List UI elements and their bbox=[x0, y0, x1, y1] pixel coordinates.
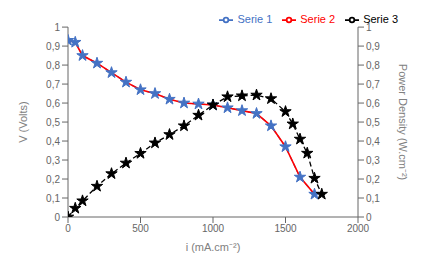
svg-text:0,3: 0,3 bbox=[46, 155, 60, 166]
svg-text:1500: 1500 bbox=[274, 223, 297, 234]
svg-text:1: 1 bbox=[54, 22, 60, 33]
svg-text:0,5: 0,5 bbox=[366, 117, 380, 128]
svg-text:0,6: 0,6 bbox=[366, 98, 380, 109]
svg-text:0: 0 bbox=[366, 212, 372, 223]
html-text:Serie 3: Serie 3 bbox=[363, 13, 398, 25]
svg-text:i (mA.cm⁻²): i (mA.cm⁻²) bbox=[186, 241, 241, 253]
svg-text:0: 0 bbox=[54, 212, 60, 223]
svg-text:0,8: 0,8 bbox=[366, 60, 380, 71]
svg-text:Power Density (W.cm⁻²): Power Density (W.cm⁻²) bbox=[397, 64, 409, 180]
svg-text:1000: 1000 bbox=[202, 223, 225, 234]
svg-text:0,5: 0,5 bbox=[46, 117, 60, 128]
svg-text:0,4: 0,4 bbox=[366, 136, 380, 147]
svg-text:0,1: 0,1 bbox=[366, 193, 380, 204]
svg-text:0,1: 0,1 bbox=[46, 193, 60, 204]
svg-text:0,4: 0,4 bbox=[46, 136, 60, 147]
svg-text:500: 500 bbox=[132, 223, 149, 234]
svg-text:0,7: 0,7 bbox=[366, 79, 380, 90]
html-text:Serie 1: Serie 1 bbox=[237, 13, 273, 25]
svg-text:2000: 2000 bbox=[347, 223, 370, 234]
svg-text:0: 0 bbox=[65, 223, 71, 234]
svg-text:1: 1 bbox=[366, 22, 372, 33]
svg-text:0,3: 0,3 bbox=[366, 155, 380, 166]
svg-text:0,2: 0,2 bbox=[366, 174, 380, 185]
svg-text:0,9: 0,9 bbox=[46, 41, 60, 52]
svg-text:0,9: 0,9 bbox=[366, 41, 380, 52]
svg-text:0,8: 0,8 bbox=[46, 60, 60, 71]
svg-text:V (Volts): V (Volts) bbox=[17, 101, 29, 143]
svg-text:0,6: 0,6 bbox=[46, 98, 60, 109]
html-text:Serie 2: Serie 2 bbox=[300, 13, 336, 25]
svg-text:0,7: 0,7 bbox=[46, 79, 60, 90]
svg-text:0,2: 0,2 bbox=[46, 174, 60, 185]
